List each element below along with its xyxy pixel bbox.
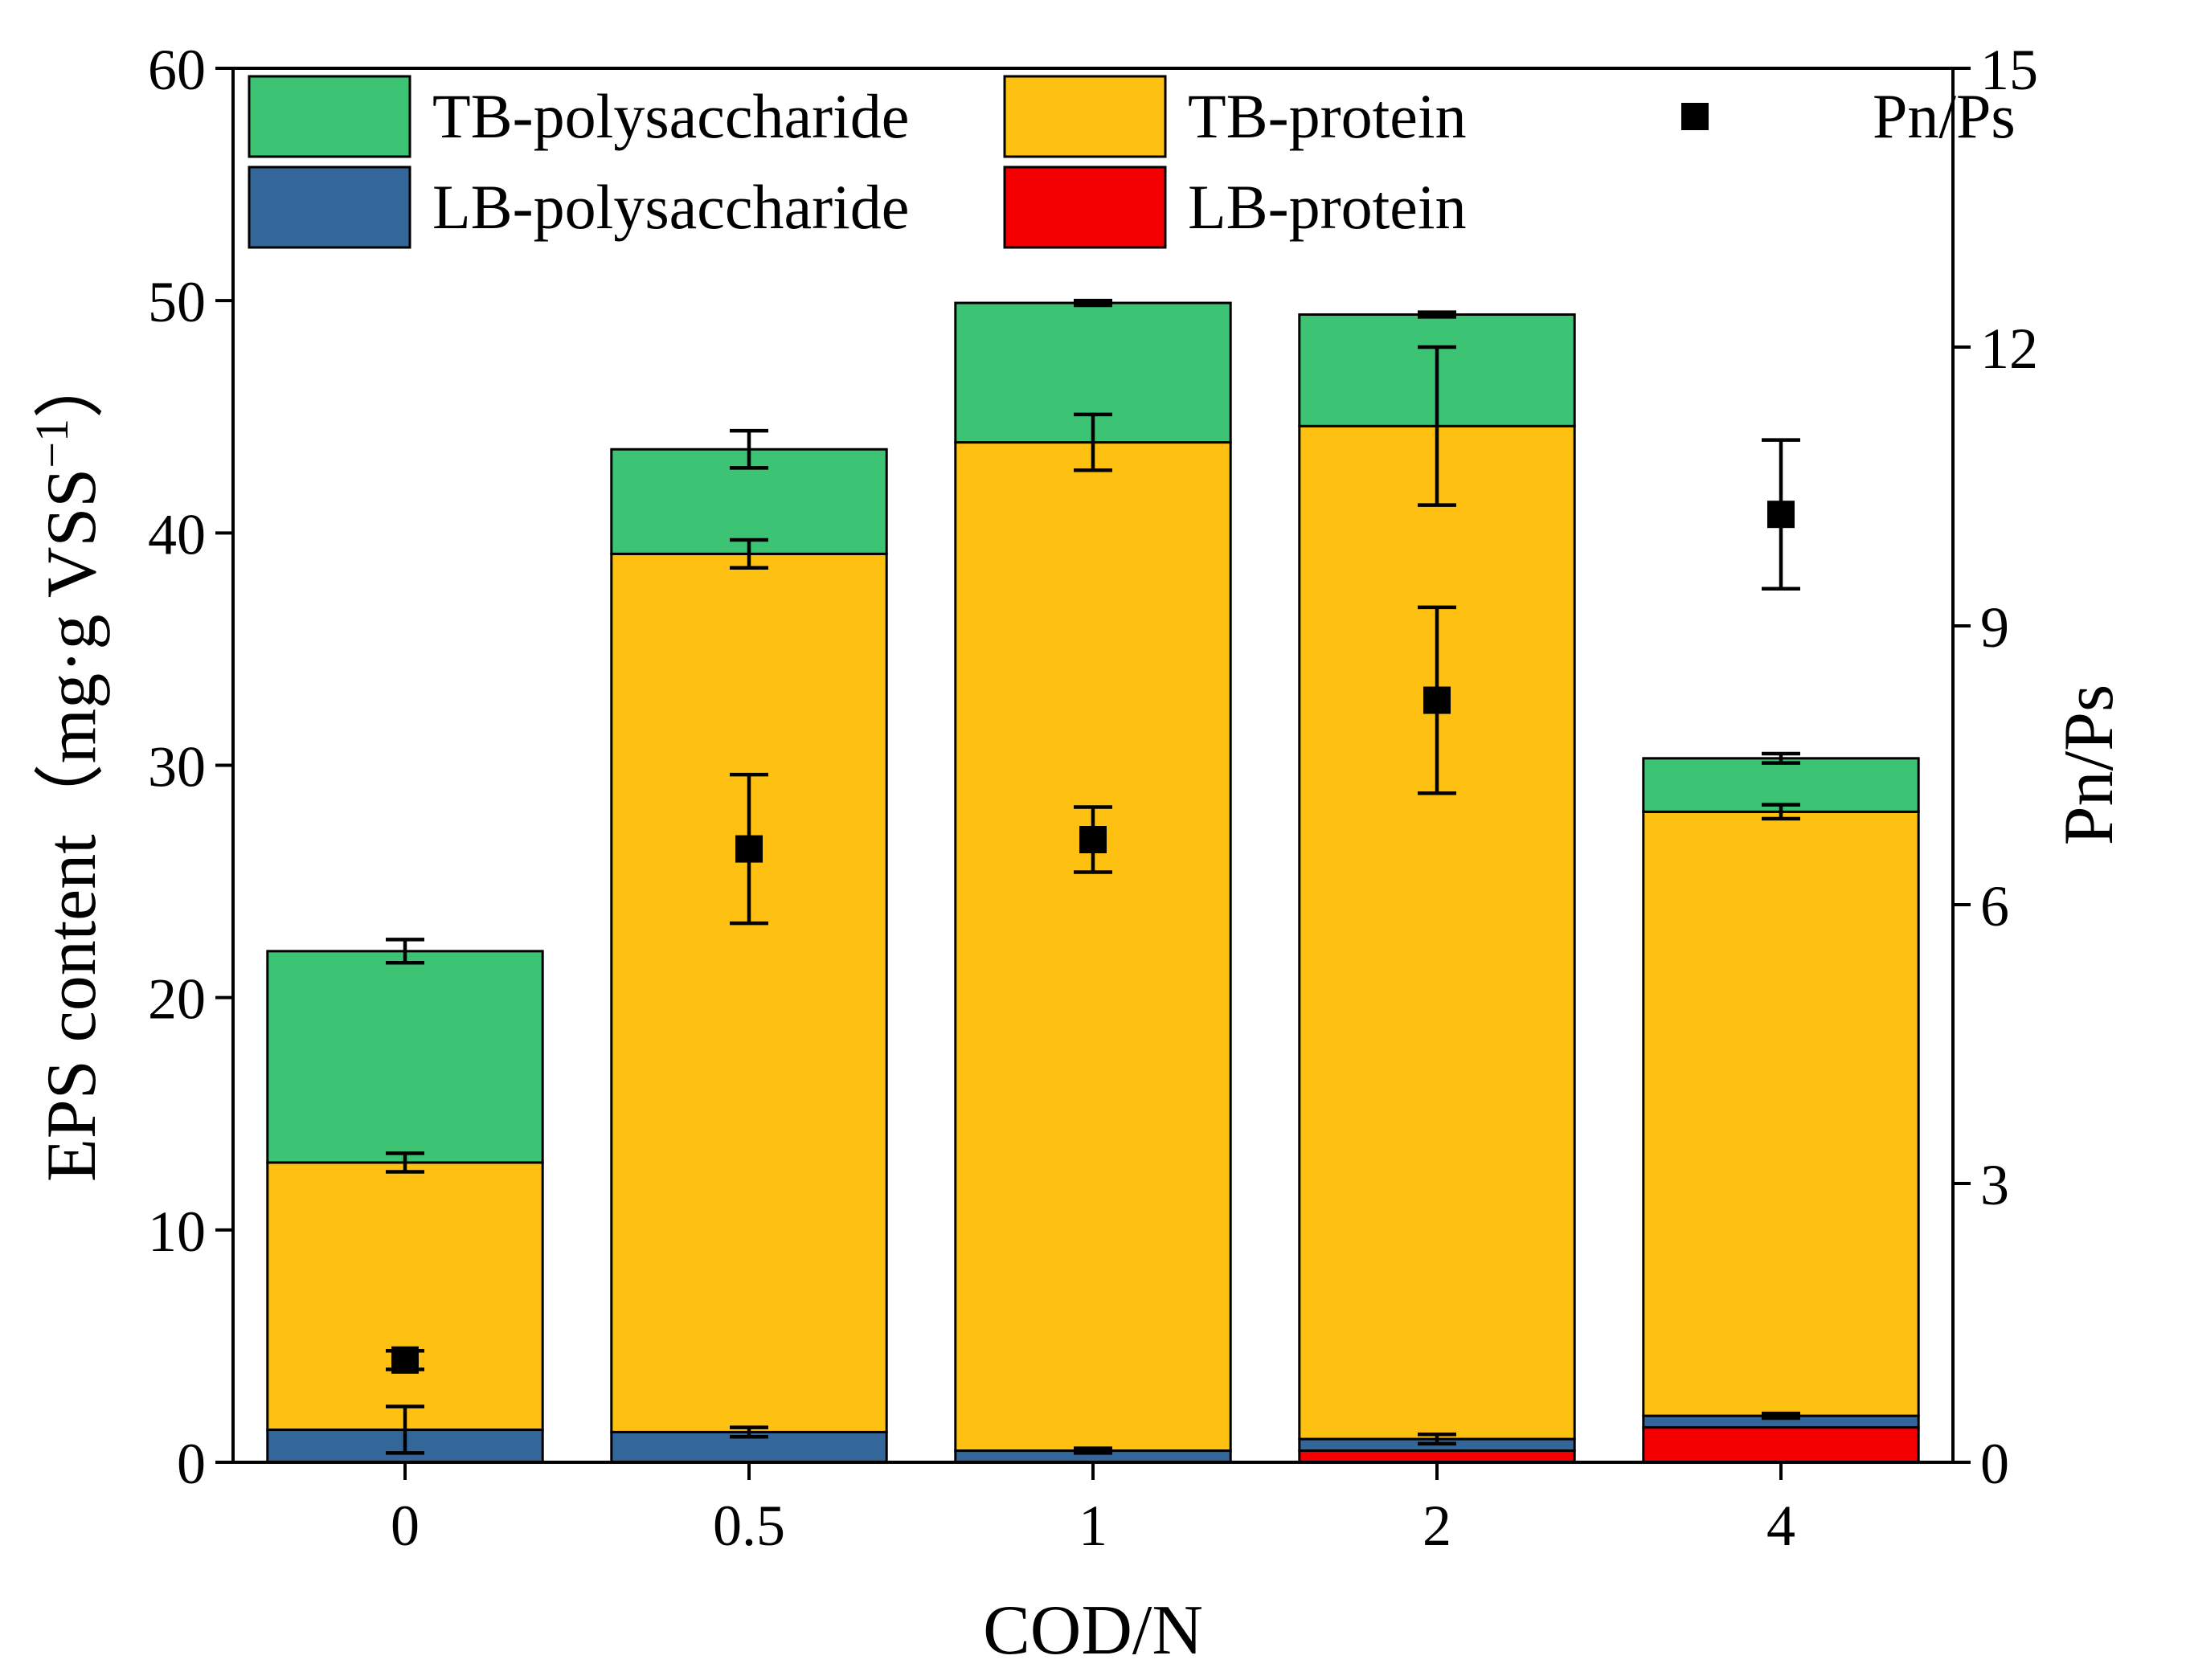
right-y-tick-label-6: 6 (1980, 874, 2009, 938)
bar-tb-protein-2 (1298, 424, 1576, 1441)
bar-lb-protein-4 (1642, 1426, 1920, 1464)
bar-tb-protein-0 (266, 1161, 544, 1432)
y-tick-label-50: 50 (148, 270, 206, 334)
error-bar-tb-polysaccharide-0-5 (730, 428, 768, 470)
error-bar-tb-protein-0 (386, 1151, 424, 1174)
error-bar-lb-polysaccharide-4 (1762, 1412, 1800, 1420)
y-tick-label-0: 0 (177, 1432, 206, 1496)
x-tick-label-0-5: 0.5 (713, 1494, 785, 1558)
error-bar-tb-protein-4 (1762, 803, 1800, 821)
right-y-tick-label-9: 9 (1980, 595, 2009, 660)
error-bar-lb-polysaccharide-0-5 (730, 1425, 768, 1439)
error-bar-lb-polysaccharide-0 (386, 1404, 424, 1455)
bars-layer (266, 301, 1920, 1464)
error-bar-tb-protein-0-5 (730, 538, 768, 570)
error-bar-lb-polysaccharide-2 (1418, 1433, 1456, 1446)
error-bar-tb-polysaccharide-1 (1074, 298, 1112, 308)
y-tick-label-30: 30 (148, 735, 206, 799)
legend-label-pn-ps: Pn/Ps (1873, 81, 2016, 151)
point-pn-ps-4 (1767, 501, 1795, 529)
error-bar-tb-protein-2 (1418, 345, 1456, 507)
y-axis-title-superscript: −1 (26, 419, 78, 468)
y-tick-label-40: 40 (148, 502, 206, 566)
legend-swatch-tb-protein (1003, 75, 1167, 158)
y-axis-title: EPS content（mg·g VSS−1） (26, 348, 111, 1182)
x-tick-label-0: 0 (391, 1494, 420, 1558)
legend: TB-polysaccharide TB-protein Pn/Ps LB-polys… (248, 75, 2016, 249)
legend-swatch-lb-protein (1003, 166, 1167, 249)
legend-label-tb-polysaccharide: TB-polysaccharide (432, 81, 909, 151)
right-y-tick-label-15: 15 (1980, 38, 2038, 102)
legend-label-lb-protein: LB-protein (1188, 172, 1467, 242)
error-bar-tb-polysaccharide-4 (1762, 751, 1800, 765)
legend-marker-pn-ps (1681, 103, 1709, 130)
bar-tb-protein-4 (1642, 810, 1920, 1417)
point-pn-ps-2 (1423, 686, 1451, 714)
error-bars-layer (386, 298, 1800, 1455)
x-axis-title: COD/N (983, 1592, 1203, 1670)
y-tick-label-10: 10 (148, 1200, 206, 1264)
legend-label-lb-polysaccharide: LB-polysaccharide (432, 172, 909, 242)
bar-tb-protein-0-5 (610, 552, 888, 1433)
legend-swatch-lb-polysaccharide (248, 166, 411, 249)
bar-tb-polysaccharide-0 (266, 950, 544, 1164)
right-y-tick-label-12: 12 (1980, 317, 2038, 381)
point-pn-ps-0-5 (735, 835, 763, 863)
bar-lb-protein-2 (1298, 1449, 1576, 1464)
x-tick-label-2: 2 (1423, 1494, 1451, 1558)
x-tick-label-4: 4 (1766, 1494, 1795, 1558)
legend-swatch-tb-polysaccharide (248, 75, 411, 158)
right-y-tick-label-3: 3 (1980, 1153, 2009, 1217)
pn-ps-points-layer (386, 438, 1800, 1374)
legend-label-tb-protein: TB-protein (1188, 81, 1467, 151)
error-bar-lb-polysaccharide-1 (1074, 1446, 1112, 1455)
point-pn-ps-1 (1079, 826, 1107, 854)
right-y-axis-title: Pn/Ps (2050, 685, 2128, 846)
error-bar-tb-polysaccharide-2 (1418, 310, 1456, 319)
y-tick-label-60: 60 (148, 38, 206, 102)
x-tick-label-1: 1 (1079, 1494, 1107, 1558)
error-bar-tb-protein-1 (1074, 412, 1112, 472)
right-y-tick-label-0: 0 (1980, 1432, 2009, 1496)
bar-tb-protein-1 (954, 441, 1232, 1453)
y-axis-title-end: ） (33, 348, 111, 419)
error-bar-tb-polysaccharide-0 (386, 938, 424, 965)
y-axis-title-main: EPS content（mg·g VSS (33, 468, 111, 1182)
y-tick-label-20: 20 (148, 967, 206, 1032)
point-pn-ps-0 (391, 1346, 419, 1374)
